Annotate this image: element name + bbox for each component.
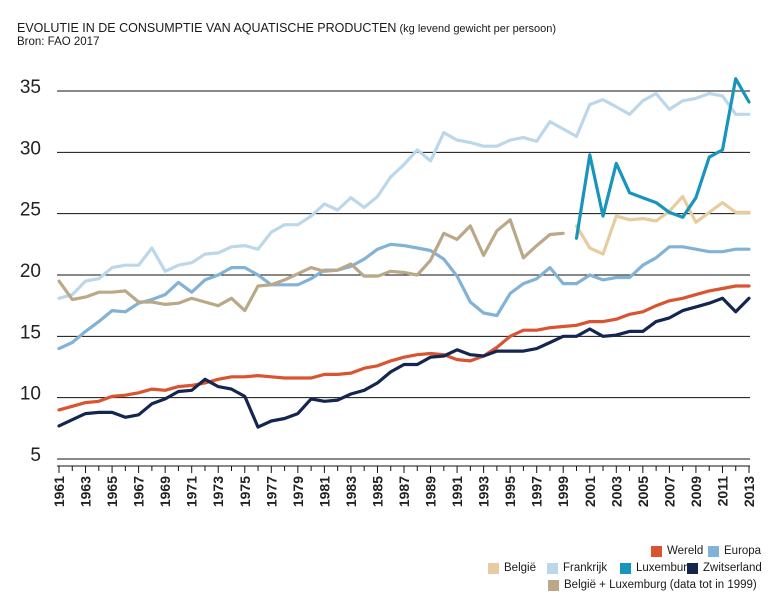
legend-swatch-luxemburg: [620, 562, 631, 574]
x-tick-label-1969: 1969: [157, 476, 173, 507]
legend-label-frankrijk: Frankrijk: [563, 562, 608, 574]
x-tick-label-2005: 2005: [635, 476, 651, 507]
x-tick-label-2009: 2009: [688, 476, 704, 507]
legend-item-belgie: België: [488, 562, 536, 574]
x-tick-label-2007: 2007: [661, 476, 677, 507]
legend-swatch-belux: [548, 579, 559, 591]
x-axis: 1961 1963 1965 1967 1969 1971 1973 1975 1977 1979…: [51, 465, 757, 507]
series-lines: [57, 77, 751, 429]
legend-swatch-europa: [708, 545, 719, 557]
legend-item-luxemburg: Luxemburg: [620, 562, 694, 574]
legend-swatch-zwitserland: [687, 562, 698, 574]
legend-item-zwitserland: Zwitserland: [687, 562, 762, 574]
x-tick-label-1987: 1987: [396, 476, 412, 507]
legend-swatch-belgie: [488, 562, 499, 574]
legend-label-europa: Europa: [724, 545, 762, 557]
y-tick-label-30: 30: [20, 138, 41, 159]
chart-title-main: EVOLUTIE IN DE CONSUMPTIE VAN AQUATISCHE…: [17, 21, 397, 35]
x-tick-label-1963: 1963: [78, 476, 94, 507]
x-tick-label-1981: 1981: [316, 476, 332, 507]
x-tick-label-1983: 1983: [343, 476, 359, 507]
chart-title-unit: (kg levend gewicht per persoon): [396, 23, 557, 35]
legend-item-frankrijk: Frankrijk: [547, 562, 607, 574]
x-tick-label-1965: 1965: [104, 476, 120, 507]
y-tick-label-5: 5: [30, 445, 41, 466]
x-tick-label-2013: 2013: [741, 476, 757, 507]
series-line-europa: [57, 242, 751, 351]
x-tick-label-1967: 1967: [131, 476, 147, 507]
series-line-wereld: [57, 284, 751, 412]
x-tick-label-1961: 1961: [51, 476, 67, 507]
y-tick-label-25: 25: [20, 200, 41, 221]
legend-swatch-wereld: [651, 545, 662, 557]
series-line-frankrijk: [57, 91, 751, 300]
x-tick-label-1973: 1973: [210, 476, 226, 507]
legend-swatch-frankrijk: [547, 562, 558, 574]
x-tick-label-1977: 1977: [263, 476, 279, 507]
legend-label-zwitserland: Zwitserland: [703, 562, 762, 574]
x-tick-label-1993: 1993: [476, 476, 492, 507]
x-tick-label-1995: 1995: [502, 476, 518, 507]
legend-label-belux: België + Luxemburg (data tot in 1999): [564, 579, 757, 591]
y-tick-label-10: 10: [20, 384, 41, 405]
x-tick-label-1975: 1975: [237, 476, 253, 507]
x-tick-label-1979: 1979: [290, 476, 306, 507]
legend-label-wereld: Wereld: [667, 545, 704, 557]
y-tick-label-20: 20: [20, 261, 41, 282]
series-line-luxemburg: [574, 77, 751, 240]
x-tick-label-1997: 1997: [529, 476, 545, 507]
chart-title: EVOLUTIE IN DE CONSUMPTIE VAN AQUATISCHE…: [17, 21, 556, 35]
chart-header: EVOLUTIE IN DE CONSUMPTIE VAN AQUATISCHE…: [17, 21, 556, 48]
x-tick-label-1989: 1989: [423, 476, 439, 507]
x-tick-label-2001: 2001: [582, 476, 598, 507]
y-tick-label-15: 15: [20, 322, 41, 343]
grid-lines: [57, 90, 750, 460]
series-line-belgi-luxemburg-data-tot-in-1999: [57, 218, 565, 313]
legend-item-europa: Europa: [708, 545, 761, 557]
series-line-zwitserland: [57, 296, 751, 429]
y-tick-label-35: 35: [20, 77, 41, 98]
x-tick-label-1999: 1999: [555, 476, 571, 507]
legend-label-luxemburg: Luxemburg: [636, 562, 694, 574]
x-tick-label-2011: 2011: [714, 476, 730, 507]
x-tick-label-1985: 1985: [369, 476, 385, 507]
legend-item-wereld: Wereld: [651, 545, 703, 557]
y-axis-ticks: 5 10 15 20 25 30 35: [20, 77, 41, 466]
legend-label-belgie: België: [504, 562, 536, 574]
series-line-belgi: [574, 194, 751, 256]
x-tick-label-1971: 1971: [184, 476, 200, 507]
legend-item-belux: België + Luxemburg (data tot in 1999): [548, 579, 757, 591]
x-tick-label-1991: 1991: [449, 476, 465, 507]
chart-source: Bron: FAO 2017: [17, 36, 100, 48]
x-tick-label-2003: 2003: [608, 476, 624, 507]
